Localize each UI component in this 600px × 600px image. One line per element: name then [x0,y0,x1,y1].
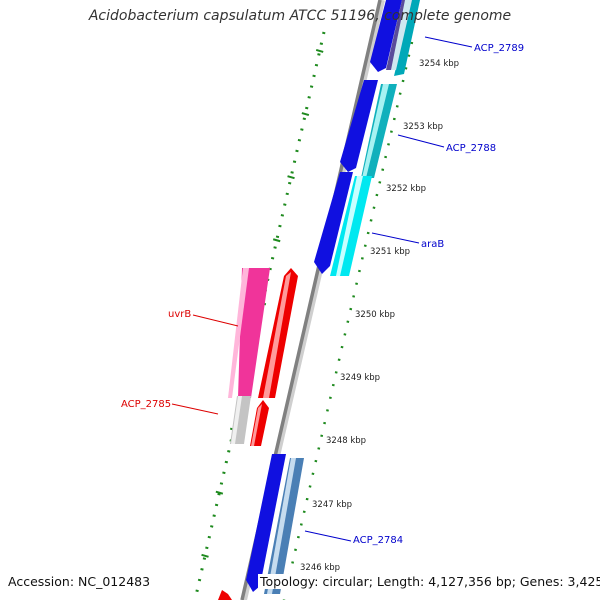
accession-text: Accession: NC_012483 [6,574,153,589]
major-tick [287,175,295,180]
outer-dotted-track [193,31,326,600]
topology-text: Topology: circular; Length: 4,127,356 bp… [258,574,600,589]
scale-label: 3248 kbp [326,436,366,446]
scale-label: 3253 kbp [403,122,443,132]
inner-dotted-track [282,41,414,600]
major-tick [315,48,324,53]
gene-block-dark-blue-2788a[interactable] [340,80,378,172]
scale-label: 3254 kbp [419,59,459,69]
gene-block-uvrB-hi[interactable] [228,268,249,398]
gene-block-acp2789-blue[interactable] [370,0,402,72]
gene-block-uvrB[interactable] [238,268,270,398]
scale-label: 3252 kbp [386,184,426,194]
gene-label-acp2788[interactable]: ACP_2788 [446,143,496,154]
gene-block-acp2788-hi[interactable] [362,84,389,178]
leader-line-uvrB [192,314,239,327]
gene-label-acp2785[interactable]: ACP_2785 [121,399,171,410]
major-tick [215,490,224,495]
major-tick [301,112,310,117]
gene-label-araB[interactable]: araB [421,239,444,250]
scale-label: 3250 kbp [355,310,395,320]
scale-label: 3247 kbp [312,500,352,510]
gene-block-acp2789-light[interactable] [391,0,412,70]
gene-label-uvrB[interactable]: uvrB [168,309,191,320]
leader-line-acp2784 [304,530,352,542]
gene-block-acp2785-hi[interactable] [231,396,242,444]
map-title: Acidobacterium capsulatum ATCC 51196, co… [88,8,512,24]
gene-block-dark-blue-2784[interactable] [246,454,286,592]
leader-line-acp2785 [171,403,219,415]
gene-block-red-2785-hi[interactable] [251,404,262,446]
gene-label-acp2789[interactable]: ACP_2789 [474,43,524,54]
gene-block-red-uvrB-hi[interactable] [263,272,291,398]
leader-line-acp2789 [424,36,473,48]
scale-label: 3251 kbp [370,247,410,257]
gene-block-acp2789-cyan[interactable] [394,0,420,76]
gene-label-acp2784[interactable]: ACP_2784 [353,535,403,546]
major-tick [272,238,281,243]
leader-line-acp2788 [397,134,445,148]
scale-label: 3249 kbp [340,373,380,383]
gene-block-araB-hi[interactable] [336,176,363,276]
gene-block-acp2784-hi[interactable] [267,458,296,594]
leader-line-araB [371,232,420,244]
major-tick [201,553,209,558]
gene-block-red-fragment[interactable] [218,590,232,600]
scale-label: 3246 kbp [300,563,340,573]
gene-block-dark-blue-araB[interactable] [314,172,353,274]
